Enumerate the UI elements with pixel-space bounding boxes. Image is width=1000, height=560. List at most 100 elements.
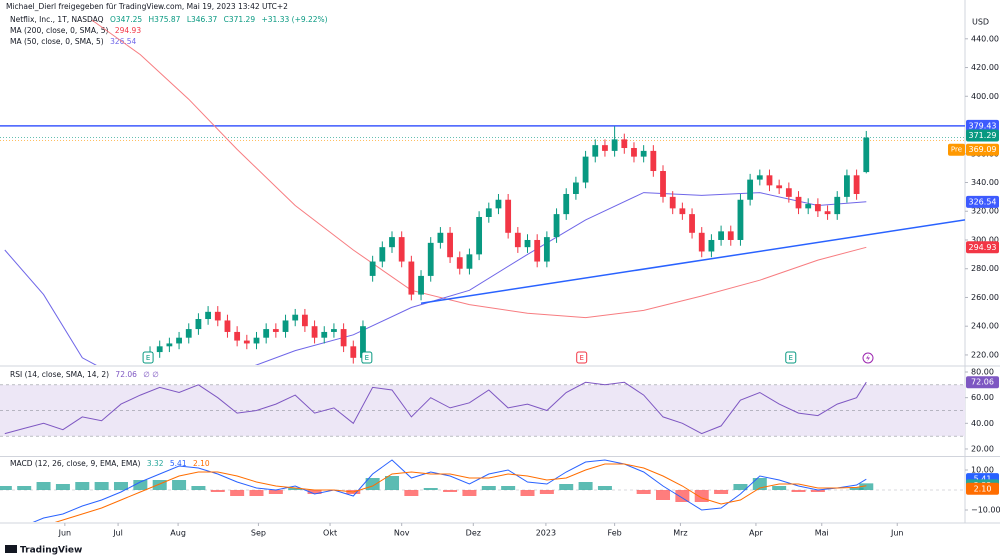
histogram-bar (423, 488, 438, 490)
histogram-bar (733, 484, 748, 490)
candle-body (669, 196, 676, 209)
branding: TradingView (20, 546, 82, 556)
histogram-bar (675, 490, 690, 502)
candle-body (689, 214, 695, 233)
candle-body (466, 254, 473, 269)
symbol: Netflix, Inc., 1T, NASDAQ (10, 15, 104, 24)
currency: USD (972, 18, 989, 27)
premarket-badge: 369.09 (969, 145, 997, 154)
candle-body (398, 237, 405, 262)
ma200-name: MA (200, close, 0, SMA, 5) (10, 26, 109, 35)
y-tick-label: −10.00 (971, 506, 1000, 515)
candle-body (292, 314, 299, 321)
ohlc-open: O347.25 (110, 15, 142, 24)
histogram-bar (133, 480, 148, 490)
candle-body (727, 231, 734, 240)
candle-body (572, 182, 579, 194)
histogram-bar (539, 490, 554, 494)
histogram-bar (230, 490, 245, 496)
histogram-bar (249, 490, 264, 496)
signal-line (54, 463, 867, 522)
candle-body (156, 346, 163, 353)
histogram-bar (462, 490, 477, 496)
candle-body (766, 175, 773, 186)
shared-by: Michael_Dierl freigegeben für TradingVie… (6, 2, 288, 11)
candle-body (844, 175, 850, 197)
hline-badge: 379.43 (969, 121, 997, 130)
candle-body (824, 211, 831, 215)
moving-average (4, 192, 867, 365)
y-tick-label: 20.00 (971, 444, 994, 453)
rsi-badge-bg (966, 376, 999, 389)
y-tick-label: 240.00 (971, 322, 999, 331)
histogram-bar (714, 490, 729, 494)
candle-body (263, 329, 270, 338)
ma50-name: MA (50, close, 0, SMA, 5) (10, 37, 104, 46)
ohlc-close: C371.29 (224, 15, 256, 24)
histogram-bar (0, 486, 12, 490)
candle-body (272, 329, 279, 332)
histogram-bar (404, 490, 419, 496)
premarket-badge-bg (966, 143, 999, 156)
event-label: E (789, 354, 793, 362)
x-tick-label: 2023 (536, 529, 556, 538)
x-tick-label: Sep (251, 529, 266, 538)
candle-body (776, 185, 783, 189)
candle-body (224, 320, 231, 332)
last-price-badge: 371.29 (969, 131, 997, 140)
histogram-bar (94, 482, 109, 490)
ma50-badge-bg (966, 195, 999, 208)
x-tick-label: Nov (394, 529, 410, 538)
ohlc-low: L346.37 (187, 15, 218, 24)
candle-body (331, 329, 337, 332)
ma200-value: 294.93 (115, 26, 141, 35)
last-price-badge-bg (966, 129, 999, 142)
lightning (866, 354, 870, 362)
candle-body (650, 150, 657, 172)
candle-body (514, 232, 521, 248)
histogram-bar (75, 482, 90, 490)
histogram-bar (501, 486, 516, 490)
candle-body (640, 150, 647, 157)
y-tick-label: 400.00 (971, 92, 999, 101)
histogram-bar (791, 490, 806, 492)
macd-pane (0, 459, 965, 522)
histogram-bar (36, 482, 51, 490)
candle-body (185, 329, 192, 338)
candle-body (418, 275, 424, 295)
event-marker (576, 351, 588, 364)
rsi-extra: ∅ ∅ (143, 370, 158, 379)
hline-badge-bg (966, 119, 999, 132)
macd-name: MACD (12, 26, close, 9, EMA, EMA) (10, 459, 140, 468)
histogram-bar (597, 486, 612, 490)
event-label: E (365, 354, 369, 362)
histogram-bar (559, 484, 574, 490)
x-tick-label: Jun (58, 529, 72, 538)
x-tick-label: Dez (466, 529, 481, 538)
change: +31.33 (+9.22%) (262, 15, 328, 24)
histogram-bar (810, 490, 825, 492)
candle-body (205, 311, 212, 320)
event-marker (361, 351, 373, 364)
moving-average (91, 19, 867, 319)
histogram-bar (481, 486, 496, 490)
x-tick-label: Feb (608, 529, 622, 538)
candle-body (834, 196, 841, 215)
event-label: E (579, 354, 583, 362)
y-tick-label: 420.00 (971, 63, 999, 72)
candle-body (389, 237, 395, 248)
candle-body (611, 139, 618, 151)
y-tick-label: 40.00 (971, 419, 994, 428)
candle-body (631, 148, 637, 157)
y-tick-label: 260.00 (971, 293, 999, 302)
candle-body (253, 337, 260, 344)
candle-body (621, 139, 628, 149)
y-tick-label: 10.00 (971, 466, 994, 475)
candle-body (437, 232, 444, 243)
rsi-name: RSI (14, close, SMA, 14, 2) (10, 370, 109, 379)
candle-body (785, 188, 792, 197)
candle-body (505, 199, 512, 233)
histogram-bar (772, 486, 787, 490)
y-tick-label: 440.00 (971, 34, 999, 43)
